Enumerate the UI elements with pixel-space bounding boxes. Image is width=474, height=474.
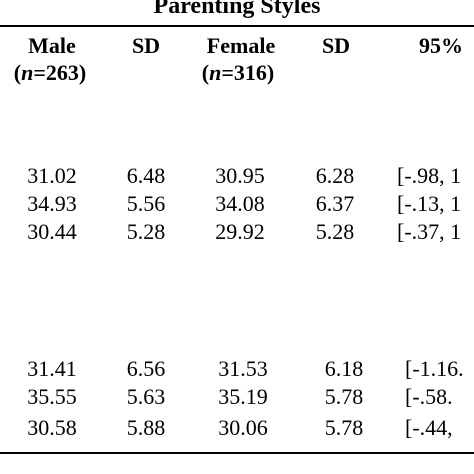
bottom-rule bbox=[0, 452, 474, 454]
cell-male: 34.93 bbox=[27, 191, 77, 216]
cell-female: 35.19 bbox=[218, 384, 268, 409]
cell-sd-2: 6.28 bbox=[315, 163, 355, 188]
cell-female: 34.08 bbox=[215, 191, 265, 216]
cell-sd-1: 5.56 bbox=[126, 191, 166, 216]
cell-sd-1: 5.88 bbox=[126, 415, 166, 440]
cell-female: 31.53 bbox=[218, 356, 268, 381]
cell-ci: [-.44, bbox=[405, 415, 453, 440]
cell-sd-1: 6.48 bbox=[126, 163, 166, 188]
cell-sd-2: 5.28 bbox=[315, 219, 355, 244]
header-female: Female bbox=[206, 33, 276, 58]
header-ci: 95% bbox=[419, 33, 463, 58]
cell-male: 35.55 bbox=[27, 384, 77, 409]
cell-female: 30.95 bbox=[215, 163, 265, 188]
cell-female: 29.92 bbox=[215, 219, 265, 244]
header-female-n: (n=316) bbox=[201, 60, 275, 85]
cell-ci: [-1.16. bbox=[405, 356, 464, 381]
cell-sd-1: 5.63 bbox=[126, 384, 166, 409]
cell-male: 31.41 bbox=[27, 356, 77, 381]
cell-sd-2: 6.18 bbox=[324, 356, 364, 381]
top-rule bbox=[0, 25, 474, 27]
header-male: Male bbox=[28, 33, 76, 58]
cell-ci: [-.58. bbox=[405, 384, 453, 409]
cell-ci: [-.98, 1 bbox=[397, 163, 462, 188]
cell-ci: [-.13, 1 bbox=[397, 191, 462, 216]
cell-sd-2: 6.37 bbox=[315, 191, 355, 216]
header-sd-2: SD bbox=[321, 33, 351, 58]
cell-sd-1: 6.56 bbox=[126, 356, 166, 381]
cell-sd-2: 5.78 bbox=[324, 384, 364, 409]
cell-ci: [-.37, 1 bbox=[397, 219, 462, 244]
cell-sd-1: 5.28 bbox=[126, 219, 166, 244]
cell-male: 31.02 bbox=[27, 163, 77, 188]
cell-sd-2: 5.78 bbox=[324, 415, 364, 440]
header-sd-1: SD bbox=[131, 33, 161, 58]
cell-male: 30.44 bbox=[27, 219, 77, 244]
cell-male: 30.58 bbox=[27, 415, 77, 440]
header-male-n: (n=263) bbox=[13, 60, 87, 85]
cell-female: 30.06 bbox=[218, 415, 268, 440]
group-header: Parenting Styles bbox=[153, 0, 321, 19]
